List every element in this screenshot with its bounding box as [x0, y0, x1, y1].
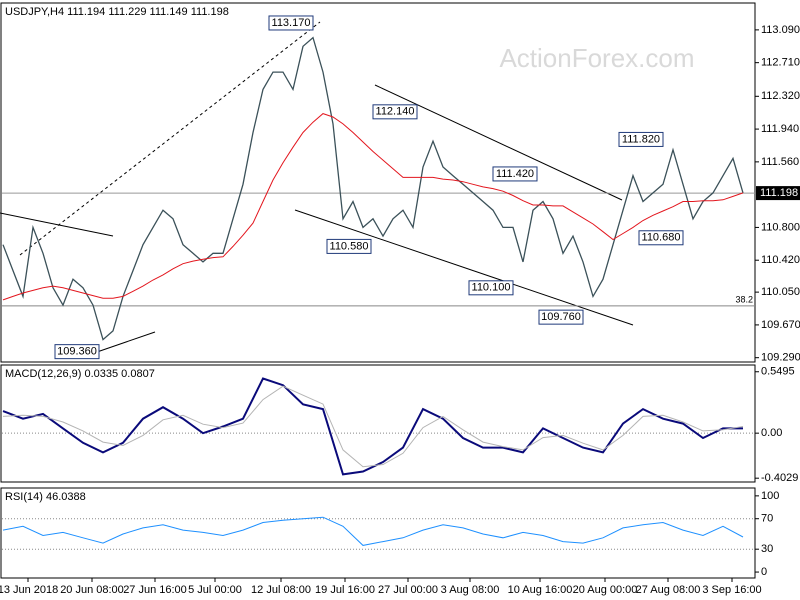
panel-title: MACD(12,26,9) 0.0335 0.0807	[5, 368, 155, 380]
annotation-box	[468, 280, 514, 296]
y-tick-label: 110.800	[761, 221, 800, 233]
y-tick-label: 70	[761, 513, 773, 525]
level-label: 38.2	[735, 294, 753, 304]
watermark: ActionForex.com	[499, 43, 694, 73]
y-tick-label: 110.420	[761, 254, 800, 266]
annotation-label: 109.360	[57, 346, 97, 358]
series-line	[2, 36, 744, 341]
trend-line	[374, 84, 623, 201]
annotation-box	[268, 15, 314, 31]
panel-title: RSI(14) 46.0388	[5, 491, 86, 503]
y-tick-label: 112.710	[761, 57, 800, 69]
x-tick-label: 3 Sep 16:00	[702, 584, 761, 596]
annotation-label: 113.170	[272, 17, 311, 29]
annotation-box	[618, 131, 664, 147]
annotation-label: 109.760	[541, 311, 581, 323]
y-tick-label: 109.290	[761, 352, 800, 364]
x-tick-label: 13 Jun 2018	[0, 584, 58, 596]
x-tick-label: 12 Jul 08:00	[251, 584, 311, 596]
y-tick-label: 0.5495	[761, 366, 795, 378]
x-tick-label: 20 Jun 08:00	[60, 584, 124, 596]
series-line	[2, 377, 743, 476]
trend-line	[294, 209, 634, 326]
y-tick-label: 100	[761, 490, 779, 502]
trend-line	[0, 212, 114, 237]
trend-line	[96, 331, 156, 353]
annotation-label: 110.580	[330, 240, 369, 252]
x-tick-label: 19 Jul 16:00	[315, 584, 375, 596]
annotation-box	[54, 344, 100, 360]
panels	[0, 2, 756, 579]
y-tick-label: 111.560	[761, 156, 799, 168]
x-tick-label: 3 Aug 08:00	[441, 584, 500, 596]
y-tick-label: 109.670	[761, 319, 800, 331]
annotation-box	[326, 238, 372, 254]
annotation-label: 112.140	[376, 106, 415, 118]
y-tick-label: 112.320	[761, 90, 800, 102]
annotation-label: 110.680	[642, 232, 681, 244]
y-tick-label: 0.00	[761, 427, 782, 439]
trend-line	[19, 21, 321, 256]
x-tick-label: 27 Aug 08:00	[636, 584, 701, 596]
y-tick-label: 110.050	[761, 286, 800, 298]
x-tick-label: 5 Jul 00:00	[188, 584, 242, 596]
x-tick-label: 10 Aug 16:00	[508, 584, 573, 596]
x-tick-label: 27 Jun 16:00	[123, 584, 187, 596]
panel-frame	[0, 2, 756, 363]
annotation-label: 111.420	[496, 168, 534, 180]
annotation-box	[372, 104, 418, 120]
series-line	[2, 516, 744, 546]
y-tick-label: 30	[761, 543, 773, 555]
series-line	[2, 113, 744, 301]
y-tick-label: -0.4029	[761, 472, 798, 484]
annotation-label: 110.100	[472, 282, 511, 294]
x-tick-label: 27 Jul 00:00	[378, 584, 438, 596]
annotation-box	[538, 309, 584, 325]
panel-frame	[0, 487, 756, 579]
panel-title: USDJPY,H4 111.194 111.229 111.149 111.19…	[5, 6, 229, 18]
y-tick-label: 0	[761, 566, 767, 578]
y-tick-label: 113.090	[761, 24, 800, 36]
last-price-label: 111.198	[760, 187, 798, 199]
y-tick-label: 111.940	[761, 123, 799, 135]
annotation-label: 111.820	[622, 133, 660, 145]
annotation-box	[638, 230, 684, 246]
x-tick-label: 20 Aug 00:00	[573, 584, 638, 596]
last-price-box	[756, 186, 800, 201]
panel-frame	[0, 364, 756, 483]
annotation-box	[492, 166, 538, 182]
series-line	[2, 385, 744, 468]
